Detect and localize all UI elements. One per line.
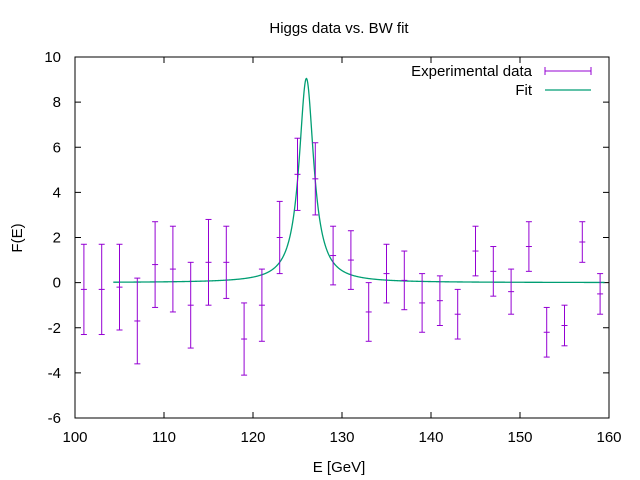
data-point — [134, 277, 141, 365]
x-tick-label: 110 — [152, 429, 176, 446]
data-point — [98, 243, 105, 336]
x-tick-label: 150 — [507, 429, 532, 446]
fit-curve — [113, 77, 605, 284]
fit-series — [113, 77, 605, 284]
y-tick-label: 0 — [53, 275, 61, 292]
legend-label-data: Experimental data — [411, 63, 533, 80]
x-tick-label: 160 — [596, 429, 621, 446]
x-tick-label: 100 — [62, 429, 87, 446]
data-point — [543, 306, 550, 358]
data-point — [597, 273, 604, 315]
x-tick-label: 140 — [418, 429, 443, 446]
data-point — [312, 142, 319, 216]
data-point — [330, 225, 337, 286]
y-tick-label: -4 — [48, 365, 61, 382]
data-point — [401, 250, 408, 311]
data-point — [383, 243, 390, 304]
data-point — [561, 304, 568, 347]
data-point — [490, 246, 497, 297]
data-point — [187, 261, 194, 349]
data-point — [116, 243, 123, 331]
data-point — [419, 273, 426, 333]
data-point — [294, 137, 301, 211]
y-tick-label: 2 — [53, 230, 61, 247]
axis-ticks: 100 110 120 130 140 150 160 -6 -4 -2 0 2 4 6 8 10 — [44, 49, 621, 446]
data-point — [241, 302, 248, 376]
legend: Experimental data Fit — [411, 63, 592, 99]
y-tick-label: 4 — [53, 184, 61, 201]
data-point — [436, 275, 443, 326]
data-point — [152, 221, 159, 308]
data-point — [223, 225, 230, 299]
x-axis-label: E [GeV] — [313, 459, 366, 476]
data-point — [169, 225, 176, 313]
data-point — [258, 268, 265, 342]
y-axis-label: F(E) — [9, 223, 26, 252]
legend-label-fit: Fit — [515, 82, 532, 99]
y-tick-label: -6 — [48, 410, 61, 427]
x-tick-label: 120 — [240, 429, 265, 446]
data-series — [80, 137, 604, 376]
data-point — [365, 282, 372, 342]
y-tick-label: 8 — [53, 94, 61, 111]
y-tick-label: 6 — [53, 139, 61, 156]
y-tick-label: 10 — [44, 49, 61, 66]
data-point — [276, 200, 283, 275]
data-point — [472, 225, 479, 277]
x-tick-label: 130 — [329, 429, 354, 446]
data-point — [579, 221, 586, 263]
data-point — [508, 268, 515, 315]
y-tick-label: -2 — [48, 320, 61, 337]
data-point — [525, 221, 532, 272]
data-point — [205, 218, 212, 306]
data-point — [80, 243, 87, 336]
data-point — [347, 230, 354, 290]
chart-title: Higgs data vs. BW fit — [269, 20, 409, 37]
data-point — [454, 288, 461, 340]
